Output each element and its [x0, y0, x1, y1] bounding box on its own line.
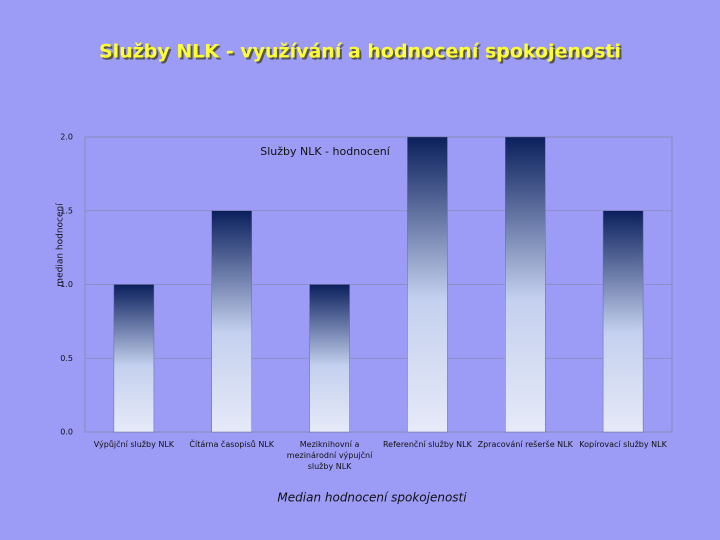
bar	[113, 284, 155, 433]
x-tick-label: Kopírovací služby NLK	[579, 440, 667, 449]
x-tick-label: Zpracování rešerše NLK	[477, 440, 573, 449]
bar	[407, 136, 448, 433]
bar	[602, 210, 644, 433]
x-tick-label: Čítárna časopisů NLK	[189, 440, 275, 449]
y-tick-label: 0.0	[60, 428, 73, 437]
x-axis-label: Median hodnocení spokojenosti	[277, 491, 467, 505]
bar	[211, 210, 252, 433]
y-tick-label: 1.0	[60, 280, 73, 289]
y-axis-label: median hodnocení	[56, 203, 66, 287]
x-tick-label: Referenční služby NLK	[382, 440, 472, 449]
x-tick-label: Výpůjční služby NLK	[93, 440, 175, 449]
bar	[309, 284, 350, 433]
y-tick-label: 1.5	[60, 206, 73, 215]
slide-title: Služby NLK - využívání a hodnocení spoko…	[99, 41, 621, 63]
chart-title: Služby NLK - hodnocení	[260, 145, 390, 158]
title-shadow: Služby NLK - využívání a hodnocení spoko…	[101, 43, 623, 65]
y-tick-label: 2.0	[60, 133, 73, 142]
x-tick-label: Meziknihovní a mezinárodní výpujční služ…	[286, 440, 373, 471]
y-tick-label: 0.5	[60, 354, 73, 363]
bar	[505, 136, 546, 433]
